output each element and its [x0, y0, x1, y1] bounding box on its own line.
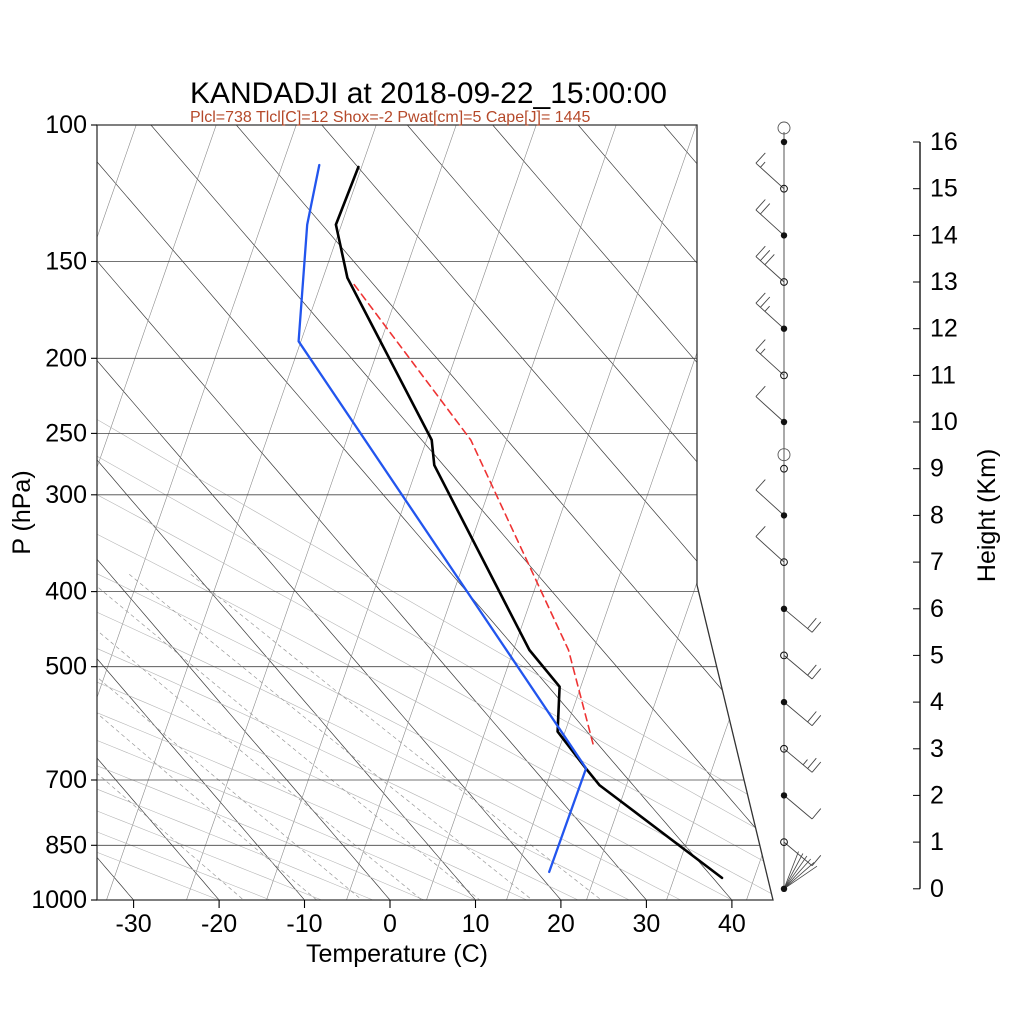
svg-text:3: 3: [930, 735, 944, 763]
svg-text:30: 30: [632, 910, 660, 938]
svg-text:6: 6: [930, 595, 944, 623]
svg-text:300: 300: [45, 481, 87, 509]
svg-text:10: 10: [462, 910, 490, 938]
svg-text:14: 14: [930, 221, 958, 249]
svg-text:400: 400: [45, 578, 87, 606]
svg-text:0: 0: [383, 910, 397, 938]
svg-text:-20: -20: [201, 910, 237, 938]
svg-text:20: 20: [547, 910, 575, 938]
svg-text:8: 8: [930, 501, 944, 529]
svg-text:2: 2: [930, 781, 944, 809]
svg-text:Plcl=738 Tlcl[C]=12 Shox=-2 Pw: Plcl=738 Tlcl[C]=12 Shox=-2 Pwat[cm]=5 C…: [190, 109, 590, 126]
svg-text:-30: -30: [116, 910, 152, 938]
svg-text:9: 9: [930, 455, 944, 483]
svg-text:16: 16: [930, 128, 958, 156]
svg-text:850: 850: [45, 831, 87, 859]
svg-text:Height (Km): Height (Km): [973, 449, 1001, 582]
svg-text:7: 7: [930, 548, 944, 576]
svg-text:P (hPa): P (hPa): [8, 470, 36, 554]
svg-text:100: 100: [45, 111, 87, 139]
svg-text:1: 1: [930, 828, 944, 856]
svg-text:200: 200: [45, 344, 87, 372]
svg-text:700: 700: [45, 766, 87, 794]
svg-text:150: 150: [45, 248, 87, 276]
svg-text:-10: -10: [286, 910, 322, 938]
svg-text:40: 40: [718, 910, 746, 938]
svg-text:4: 4: [930, 688, 944, 716]
svg-text:15: 15: [930, 175, 958, 203]
svg-text:11: 11: [930, 361, 956, 389]
svg-text:KANDADJI at 2018-09-22_15:00:0: KANDADJI at 2018-09-22_15:00:00: [190, 77, 667, 110]
svg-text:5: 5: [930, 641, 944, 669]
svg-text:13: 13: [930, 268, 958, 296]
svg-text:12: 12: [930, 315, 958, 343]
svg-text:500: 500: [45, 653, 87, 681]
svg-text:0: 0: [930, 875, 944, 903]
svg-text:1000: 1000: [31, 886, 87, 914]
svg-text:10: 10: [930, 408, 958, 436]
svg-text:250: 250: [45, 419, 87, 447]
svg-text:Temperature (C): Temperature (C): [306, 940, 488, 968]
